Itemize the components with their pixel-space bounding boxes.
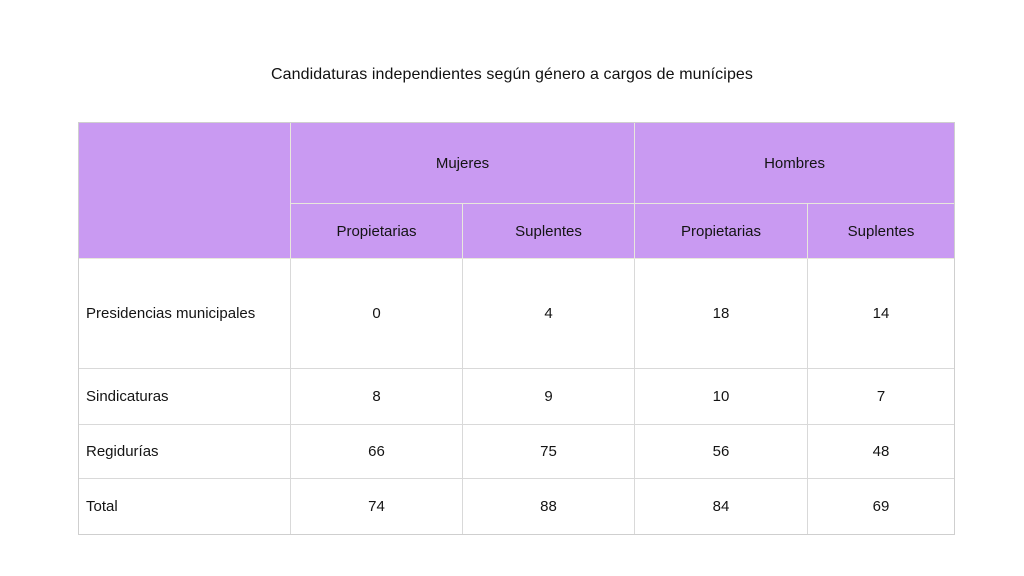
cell-value: 0: [291, 259, 463, 369]
cell-value: 88: [463, 479, 636, 534]
table-row: Regidurías 66 75 56 48: [79, 425, 955, 479]
group-header-hombres: Hombres: [635, 123, 955, 204]
cell-value: 84: [635, 479, 809, 534]
cell-value: 74: [291, 479, 463, 534]
cell-value: 48: [808, 425, 955, 479]
group-header-row: Mujeres Hombres: [79, 123, 955, 259]
corner-cell: [79, 123, 291, 259]
row-label-presidencias: Presidencias municipales: [79, 259, 291, 369]
cell-value: 18: [635, 259, 809, 369]
row-label-sindicaturas: Sindicaturas: [79, 369, 291, 425]
cell-value: 69: [808, 479, 955, 534]
cell-value: 75: [463, 425, 636, 479]
cell-value: 9: [463, 369, 636, 425]
group-header-mujeres: Mujeres: [291, 123, 636, 204]
table-row: Presidencias municipales 0 4 18 14: [79, 259, 955, 369]
sub-header-hombres-propietarias: Propietarias: [635, 204, 809, 259]
candidaturas-table: Mujeres Hombres Propietarias Suplentes P…: [78, 122, 956, 535]
sub-header-mujeres-suplentes: Suplentes: [463, 204, 636, 259]
row-label-regidurias: Regidurías: [79, 425, 291, 479]
table-row-total: Total 74 88 84 69: [79, 479, 955, 534]
cell-value: 56: [635, 425, 809, 479]
sub-header-hombres-suplentes: Suplentes: [808, 204, 955, 259]
table-row: Sindicaturas 8 9 10 7: [79, 369, 955, 425]
cell-value: 66: [291, 425, 463, 479]
row-label-total: Total: [79, 479, 291, 534]
cell-value: 14: [808, 259, 955, 369]
cell-value: 8: [291, 369, 463, 425]
cell-value: 4: [463, 259, 636, 369]
sub-header-mujeres-propietarias: Propietarias: [291, 204, 463, 259]
sub-header-row: Propietarias Suplentes Propietarias Supl…: [79, 204, 955, 259]
cell-value: 7: [808, 369, 955, 425]
cell-value: 10: [635, 369, 809, 425]
page-title: Candidaturas independientes según género…: [270, 66, 754, 83]
